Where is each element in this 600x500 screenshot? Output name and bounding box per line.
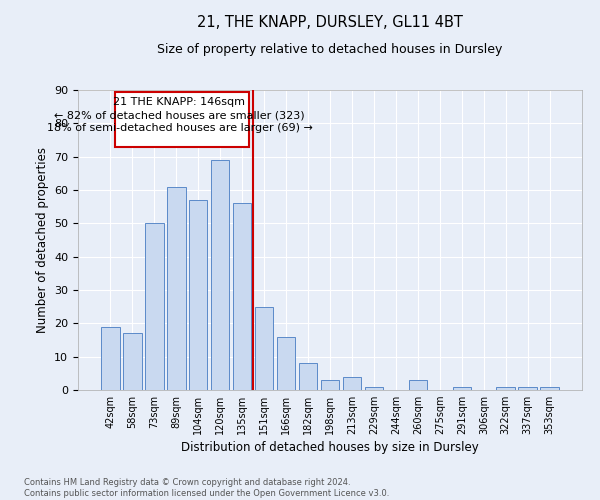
Bar [320, 380, 340, 390]
Bar [145, 224, 164, 390]
X-axis label: Distribution of detached houses by size in Dursley: Distribution of detached houses by size … [181, 442, 479, 454]
Bar [189, 200, 208, 390]
Text: Size of property relative to detached houses in Dursley: Size of property relative to detached ho… [157, 42, 503, 56]
Text: 21 THE KNAPP: 146sqm: 21 THE KNAPP: 146sqm [113, 96, 245, 106]
Bar [233, 204, 251, 390]
Bar [343, 376, 361, 390]
Bar [123, 334, 142, 390]
Bar [541, 386, 559, 390]
Bar [255, 306, 274, 390]
Bar [365, 386, 383, 390]
Bar [277, 336, 295, 390]
Bar [299, 364, 317, 390]
Y-axis label: Number of detached properties: Number of detached properties [35, 147, 49, 333]
Bar [167, 186, 185, 390]
Text: Contains HM Land Registry data © Crown copyright and database right 2024.
Contai: Contains HM Land Registry data © Crown c… [24, 478, 389, 498]
Bar [452, 386, 471, 390]
Bar [496, 386, 515, 390]
Text: ← 82% of detached houses are smaller (323): ← 82% of detached houses are smaller (32… [54, 110, 305, 120]
Bar [115, 92, 248, 146]
Text: 21, THE KNAPP, DURSLEY, GL11 4BT: 21, THE KNAPP, DURSLEY, GL11 4BT [197, 15, 463, 30]
Bar [518, 386, 537, 390]
Bar [211, 160, 229, 390]
Bar [409, 380, 427, 390]
Text: 18% of semi-detached houses are larger (69) →: 18% of semi-detached houses are larger (… [47, 124, 313, 134]
Bar [101, 326, 119, 390]
